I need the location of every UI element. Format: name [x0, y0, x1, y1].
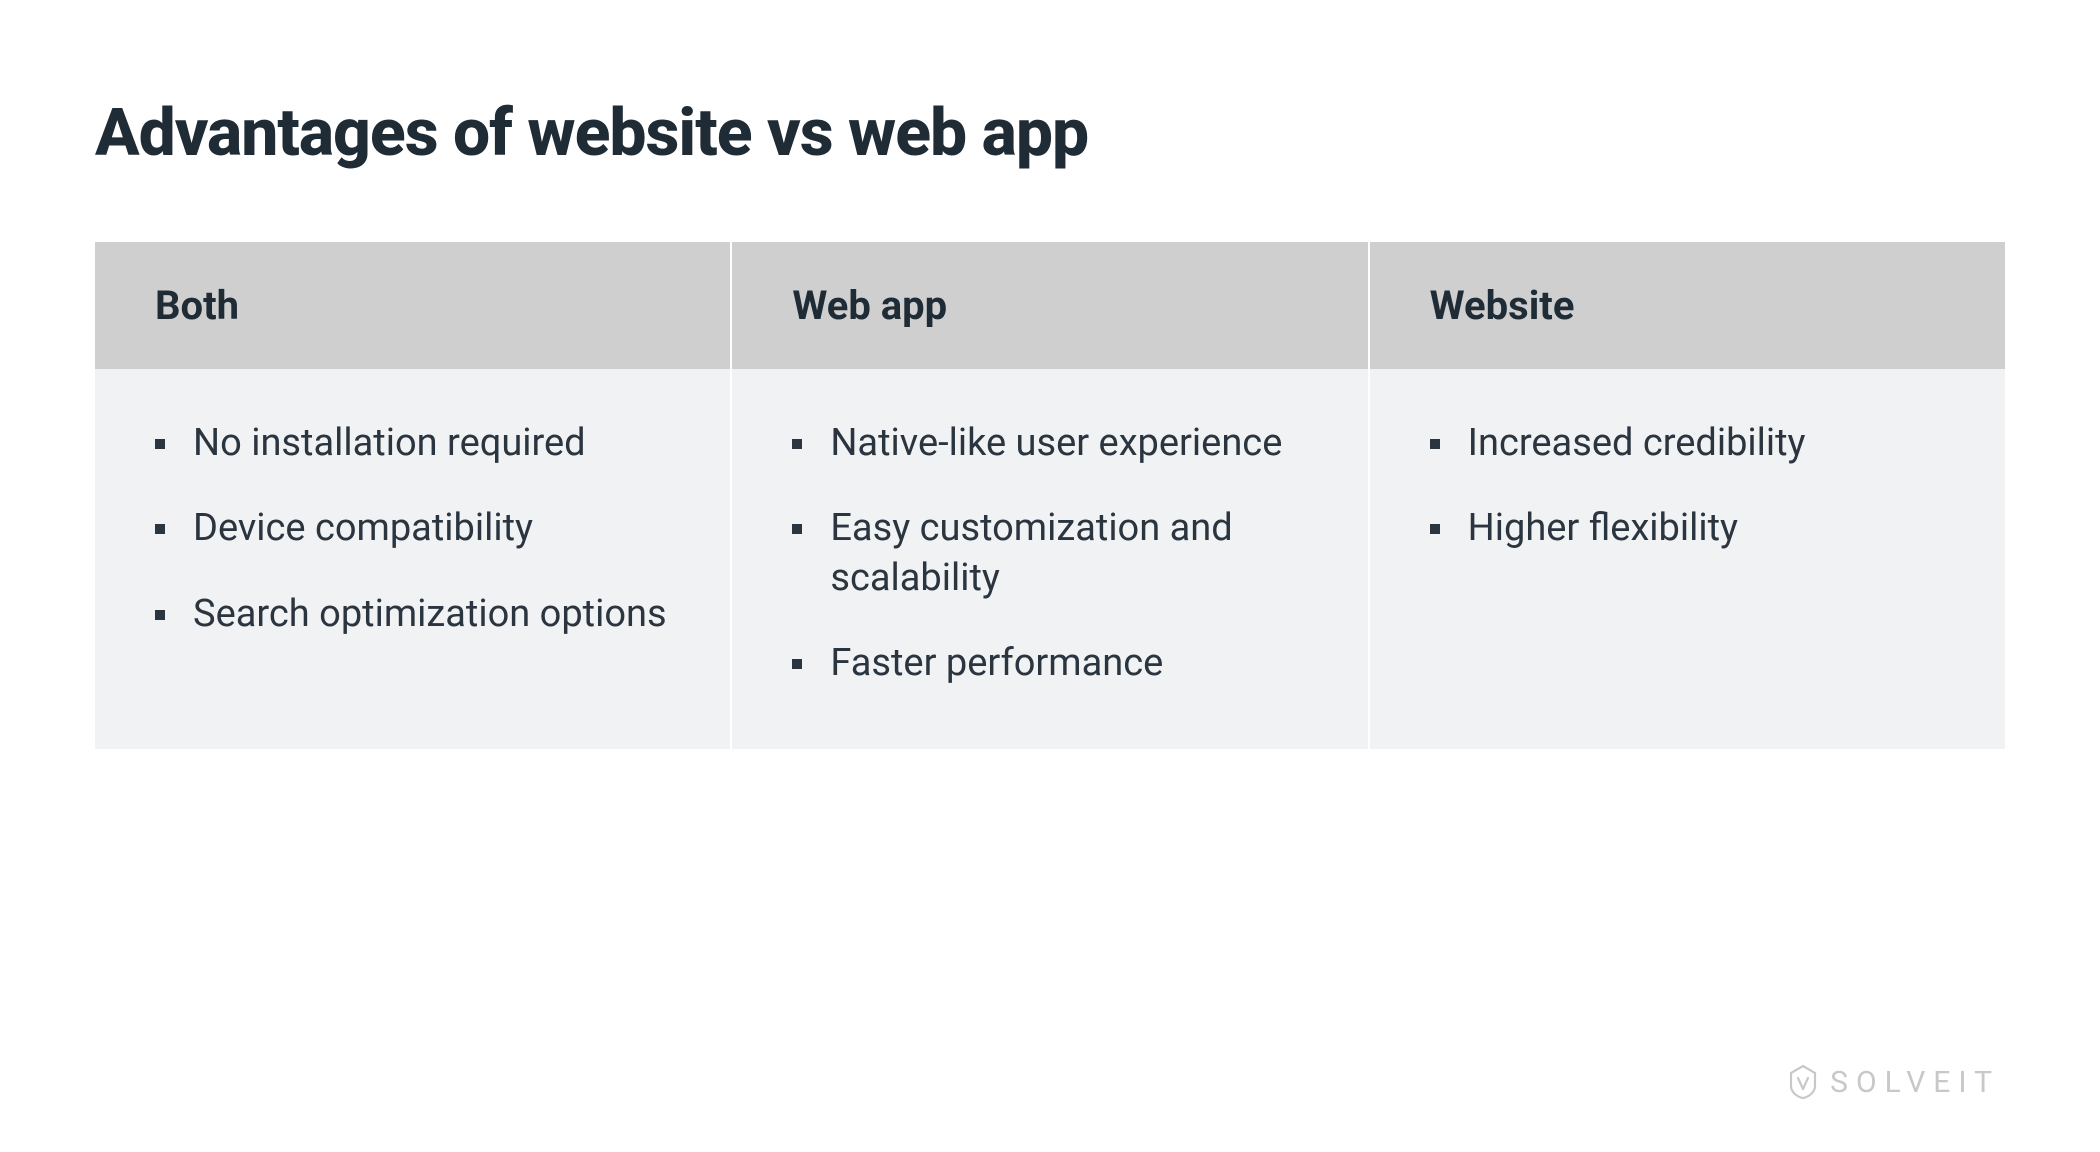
comparison-table: Both No installation required Device com… — [95, 242, 2005, 749]
list-item: Higher flexibility — [1430, 504, 1965, 553]
list-item-text: No installation required — [193, 419, 690, 468]
table-column: Website Increased credibility Higher fle… — [1370, 242, 2005, 749]
brand-text: SOLVEIT — [1830, 1065, 2000, 1100]
column-header: Website — [1370, 242, 2005, 369]
list-item: Device compatibility — [155, 504, 690, 553]
solveit-mark-icon — [1788, 1064, 1818, 1100]
list-item: Faster performance — [792, 639, 1327, 688]
bullet-icon — [1430, 439, 1440, 449]
table-column: Both No installation required Device com… — [95, 242, 732, 749]
page-title: Advantages of website vs web app — [95, 95, 2005, 172]
list-item: Increased credibility — [1430, 419, 1965, 468]
bullet-icon — [792, 439, 802, 449]
list-item-text: Easy customization and scalability — [830, 504, 1327, 603]
list-item: Search optimization options — [155, 590, 690, 639]
brand-logo: SOLVEIT — [1788, 1064, 2000, 1100]
column-header: Both — [95, 242, 730, 369]
bullet-icon — [155, 610, 165, 620]
table-column: Web app Native-like user experience Easy… — [732, 242, 1369, 749]
column-header: Web app — [732, 242, 1367, 369]
list-item-text: Increased credibility — [1468, 419, 1965, 468]
bullet-icon — [1430, 524, 1440, 534]
list-item-text: Higher flexibility — [1468, 504, 1965, 553]
list-item: Easy customization and scalability — [792, 504, 1327, 603]
list-item: Native-like user experience — [792, 419, 1327, 468]
list-item: No installation required — [155, 419, 690, 468]
list-item-text: Native-like user experience — [830, 419, 1327, 468]
list-item-text: Device compatibility — [193, 504, 690, 553]
column-body: Native-like user experience Easy customi… — [732, 369, 1367, 749]
list-item-text: Search optimization options — [193, 590, 690, 639]
bullet-icon — [792, 524, 802, 534]
bullet-icon — [155, 524, 165, 534]
bullet-icon — [792, 659, 802, 669]
bullet-icon — [155, 439, 165, 449]
list-item-text: Faster performance — [830, 639, 1327, 688]
column-body: No installation required Device compatib… — [95, 369, 730, 699]
column-body: Increased credibility Higher flexibility — [1370, 369, 2005, 614]
